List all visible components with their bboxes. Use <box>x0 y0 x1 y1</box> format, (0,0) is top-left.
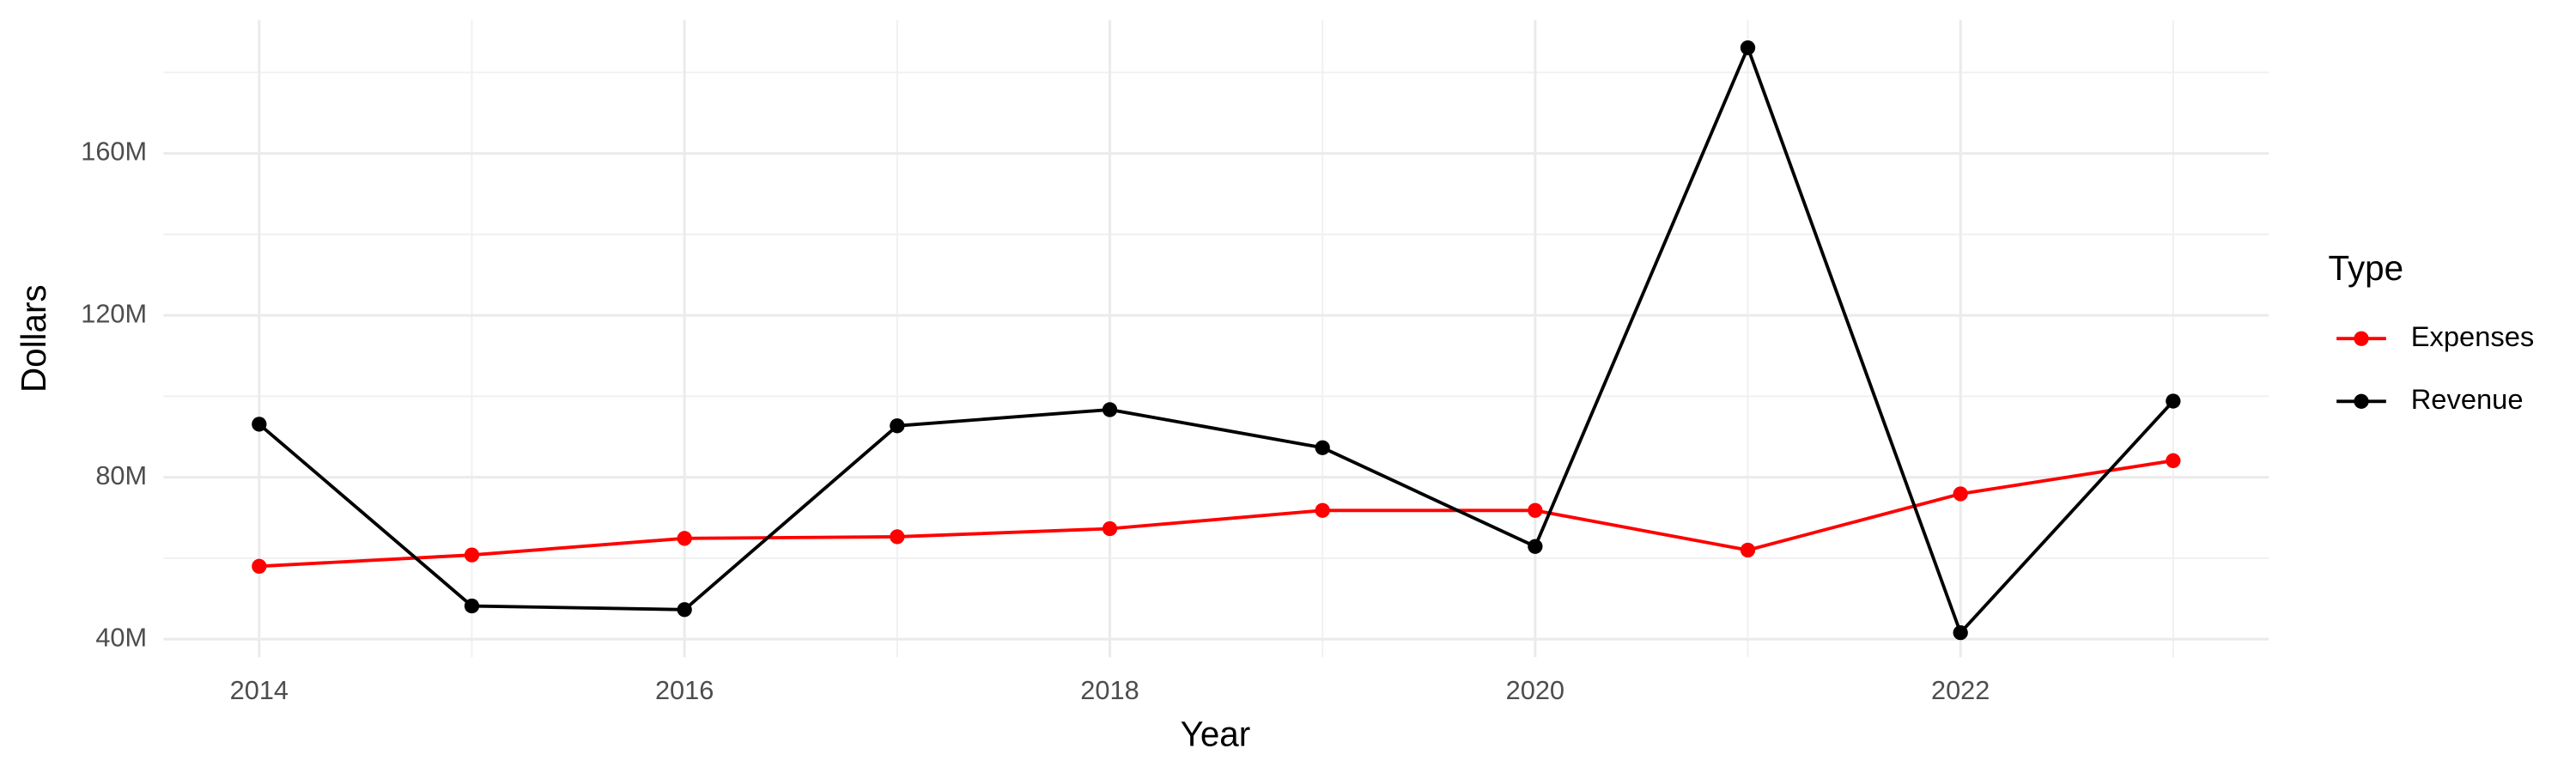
point <box>677 531 692 546</box>
point <box>252 558 267 574</box>
point <box>252 417 267 432</box>
x-tick-label: 2018 <box>1080 675 1139 705</box>
legend-label: Revenue <box>2411 383 2524 415</box>
x-tick-label: 2022 <box>1931 675 1990 705</box>
point <box>1740 40 1756 56</box>
legend-label: Expenses <box>2411 320 2535 352</box>
grid <box>163 20 2269 658</box>
point <box>1315 502 1330 518</box>
y-tick-label: 160M <box>81 137 147 167</box>
y-tick-label: 40M <box>95 622 147 652</box>
point <box>464 598 480 614</box>
y-axis-title: Dollars <box>14 284 53 393</box>
line <box>258 459 2174 569</box>
x-axis-title: Year <box>1181 714 1251 753</box>
line <box>258 43 2175 636</box>
point <box>1740 542 1756 558</box>
legend-swatch-point <box>2354 393 2369 409</box>
x-tick-label: 2020 <box>1506 675 1564 705</box>
point <box>1528 539 1543 554</box>
point <box>464 547 480 563</box>
point <box>890 418 905 434</box>
legend-title: Type <box>2329 248 2404 288</box>
series <box>252 40 2181 641</box>
point <box>2166 393 2181 409</box>
point <box>1102 520 1118 537</box>
point <box>1528 502 1543 518</box>
x-tick-label: 2014 <box>230 675 289 705</box>
x-tick-label: 2016 <box>655 675 714 705</box>
point <box>1953 486 1968 502</box>
legend-swatch-point <box>2354 331 2369 346</box>
point <box>1953 624 1968 641</box>
y-tick-label: 80M <box>95 460 147 490</box>
point <box>677 602 692 618</box>
point <box>890 529 905 545</box>
y-tick-label: 120M <box>81 298 147 328</box>
point <box>2166 453 2181 468</box>
point <box>1102 402 1118 417</box>
point <box>1315 440 1330 455</box>
series <box>252 453 2181 574</box>
